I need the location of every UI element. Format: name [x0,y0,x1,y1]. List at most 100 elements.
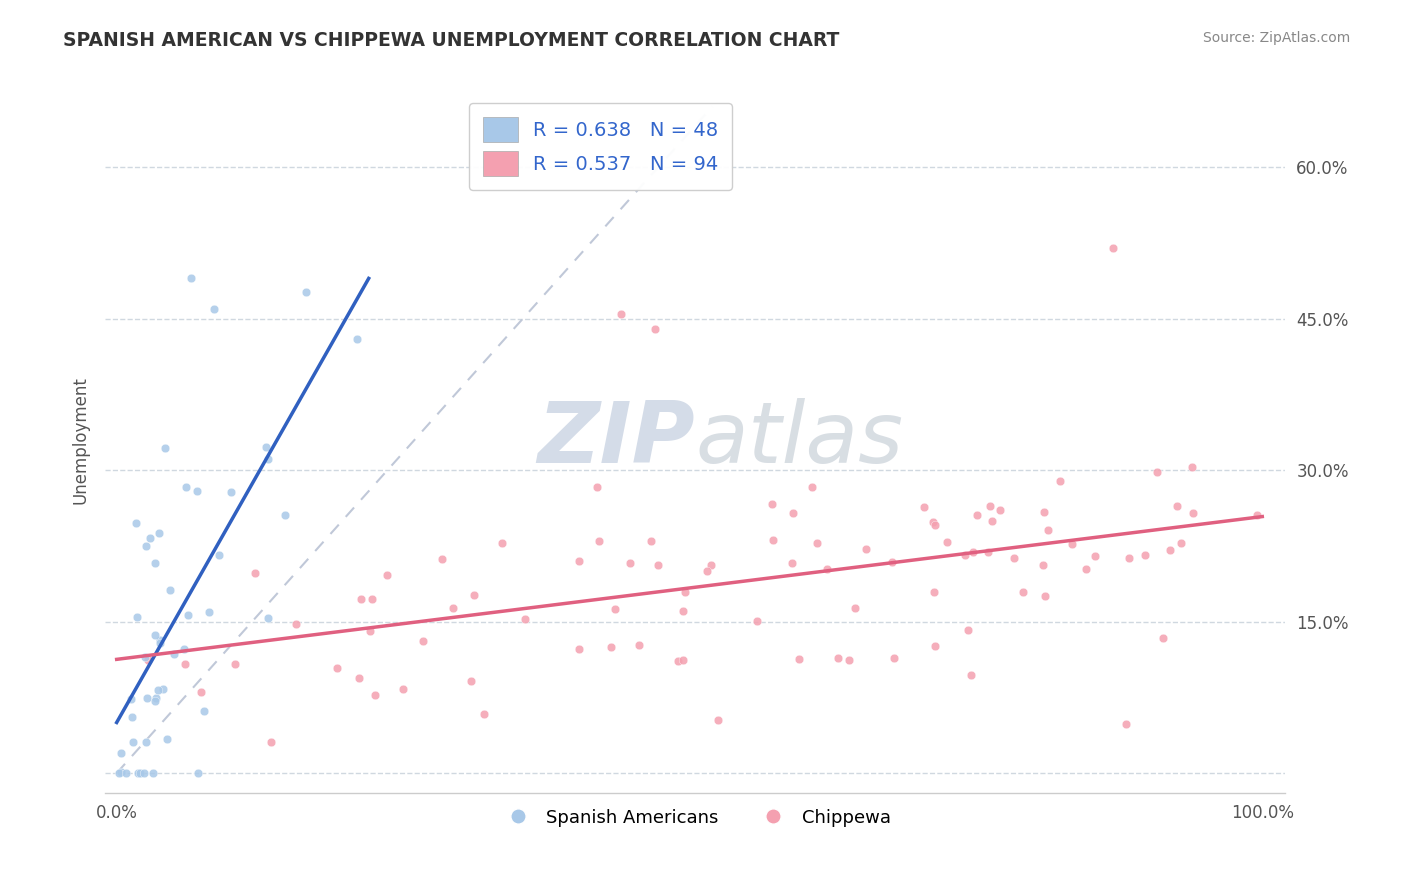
Point [110,746,132,760]
Point [815,562,838,576]
Point [186,483,208,498]
Point [588,534,610,549]
Point [1115,717,1137,731]
Y-axis label: Unemployment: Unemployment [72,376,89,504]
Point [988,502,1011,516]
Point [159,582,181,597]
Point [953,548,976,562]
Point [221,485,243,500]
Point [148,526,170,541]
Point [801,480,824,494]
Point [921,515,943,529]
Point [180,271,202,285]
Point [120,691,142,706]
Point [671,653,693,667]
Point [139,531,162,545]
Point [350,592,373,607]
Point [838,652,860,666]
Point [1246,508,1268,522]
Point [177,607,200,622]
Point [1011,585,1033,599]
Point [1084,549,1107,564]
Point [883,651,905,665]
Point [568,642,591,657]
Text: SPANISH AMERICAN VS CHIPPEWA UNEMPLOYMENT CORRELATION CHART: SPANISH AMERICAN VS CHIPPEWA UNEMPLOYMEN… [63,31,839,50]
Point [174,657,197,671]
Point [782,506,804,520]
Point [1032,558,1054,572]
Point [1032,505,1054,519]
Point [1118,551,1140,566]
Point [700,558,723,572]
Point [143,628,166,642]
Point [935,534,957,549]
Point [135,735,157,749]
Point [966,508,988,523]
Point [463,588,485,602]
Point [787,652,810,666]
Point [375,568,398,582]
Point [1152,631,1174,645]
Point [430,552,453,566]
Point [145,694,167,708]
Point [1102,241,1125,255]
Point [346,332,368,346]
Point [143,556,166,570]
Point [149,633,172,648]
Point [922,585,945,599]
Point [880,555,903,569]
Point [134,649,156,664]
Point [135,540,157,554]
Point [1182,506,1205,520]
Point [1146,465,1168,479]
Point [981,514,1004,528]
Point [152,682,174,697]
Point [609,307,631,321]
Point [672,604,695,618]
Point [747,614,769,628]
Point [806,536,828,550]
Point [924,639,946,653]
Point [827,651,849,665]
Point [245,566,267,581]
Point [284,616,307,631]
Point [125,609,148,624]
Point [224,657,246,672]
Point [673,585,696,599]
Point [977,545,1000,559]
Point [121,709,143,723]
Point [156,732,179,747]
Point [359,624,381,638]
Point [256,611,278,625]
Point [173,641,195,656]
Point [515,612,537,626]
Point [472,706,495,721]
Point [1036,524,1059,538]
Point [294,285,316,300]
Point [110,765,132,780]
Point [844,601,866,615]
Point [666,654,689,668]
Point [190,684,212,698]
Point [1170,536,1192,550]
Point [129,766,152,780]
Point [956,624,979,638]
Point [1076,562,1098,576]
Point [568,554,591,568]
Point [132,766,155,780]
Point [640,533,662,548]
Legend: Spanish Americans, Chippewa: Spanish Americans, Chippewa [492,801,898,834]
Point [647,558,669,572]
Text: atlas: atlas [695,399,903,482]
Point [361,592,384,607]
Point [122,734,145,748]
Point [364,688,387,702]
Point [644,322,666,336]
Point [1049,475,1071,489]
Point [855,541,877,556]
Point [600,640,623,654]
Point [586,480,609,494]
Point [257,452,280,467]
Point [142,766,165,780]
Point [628,638,651,652]
